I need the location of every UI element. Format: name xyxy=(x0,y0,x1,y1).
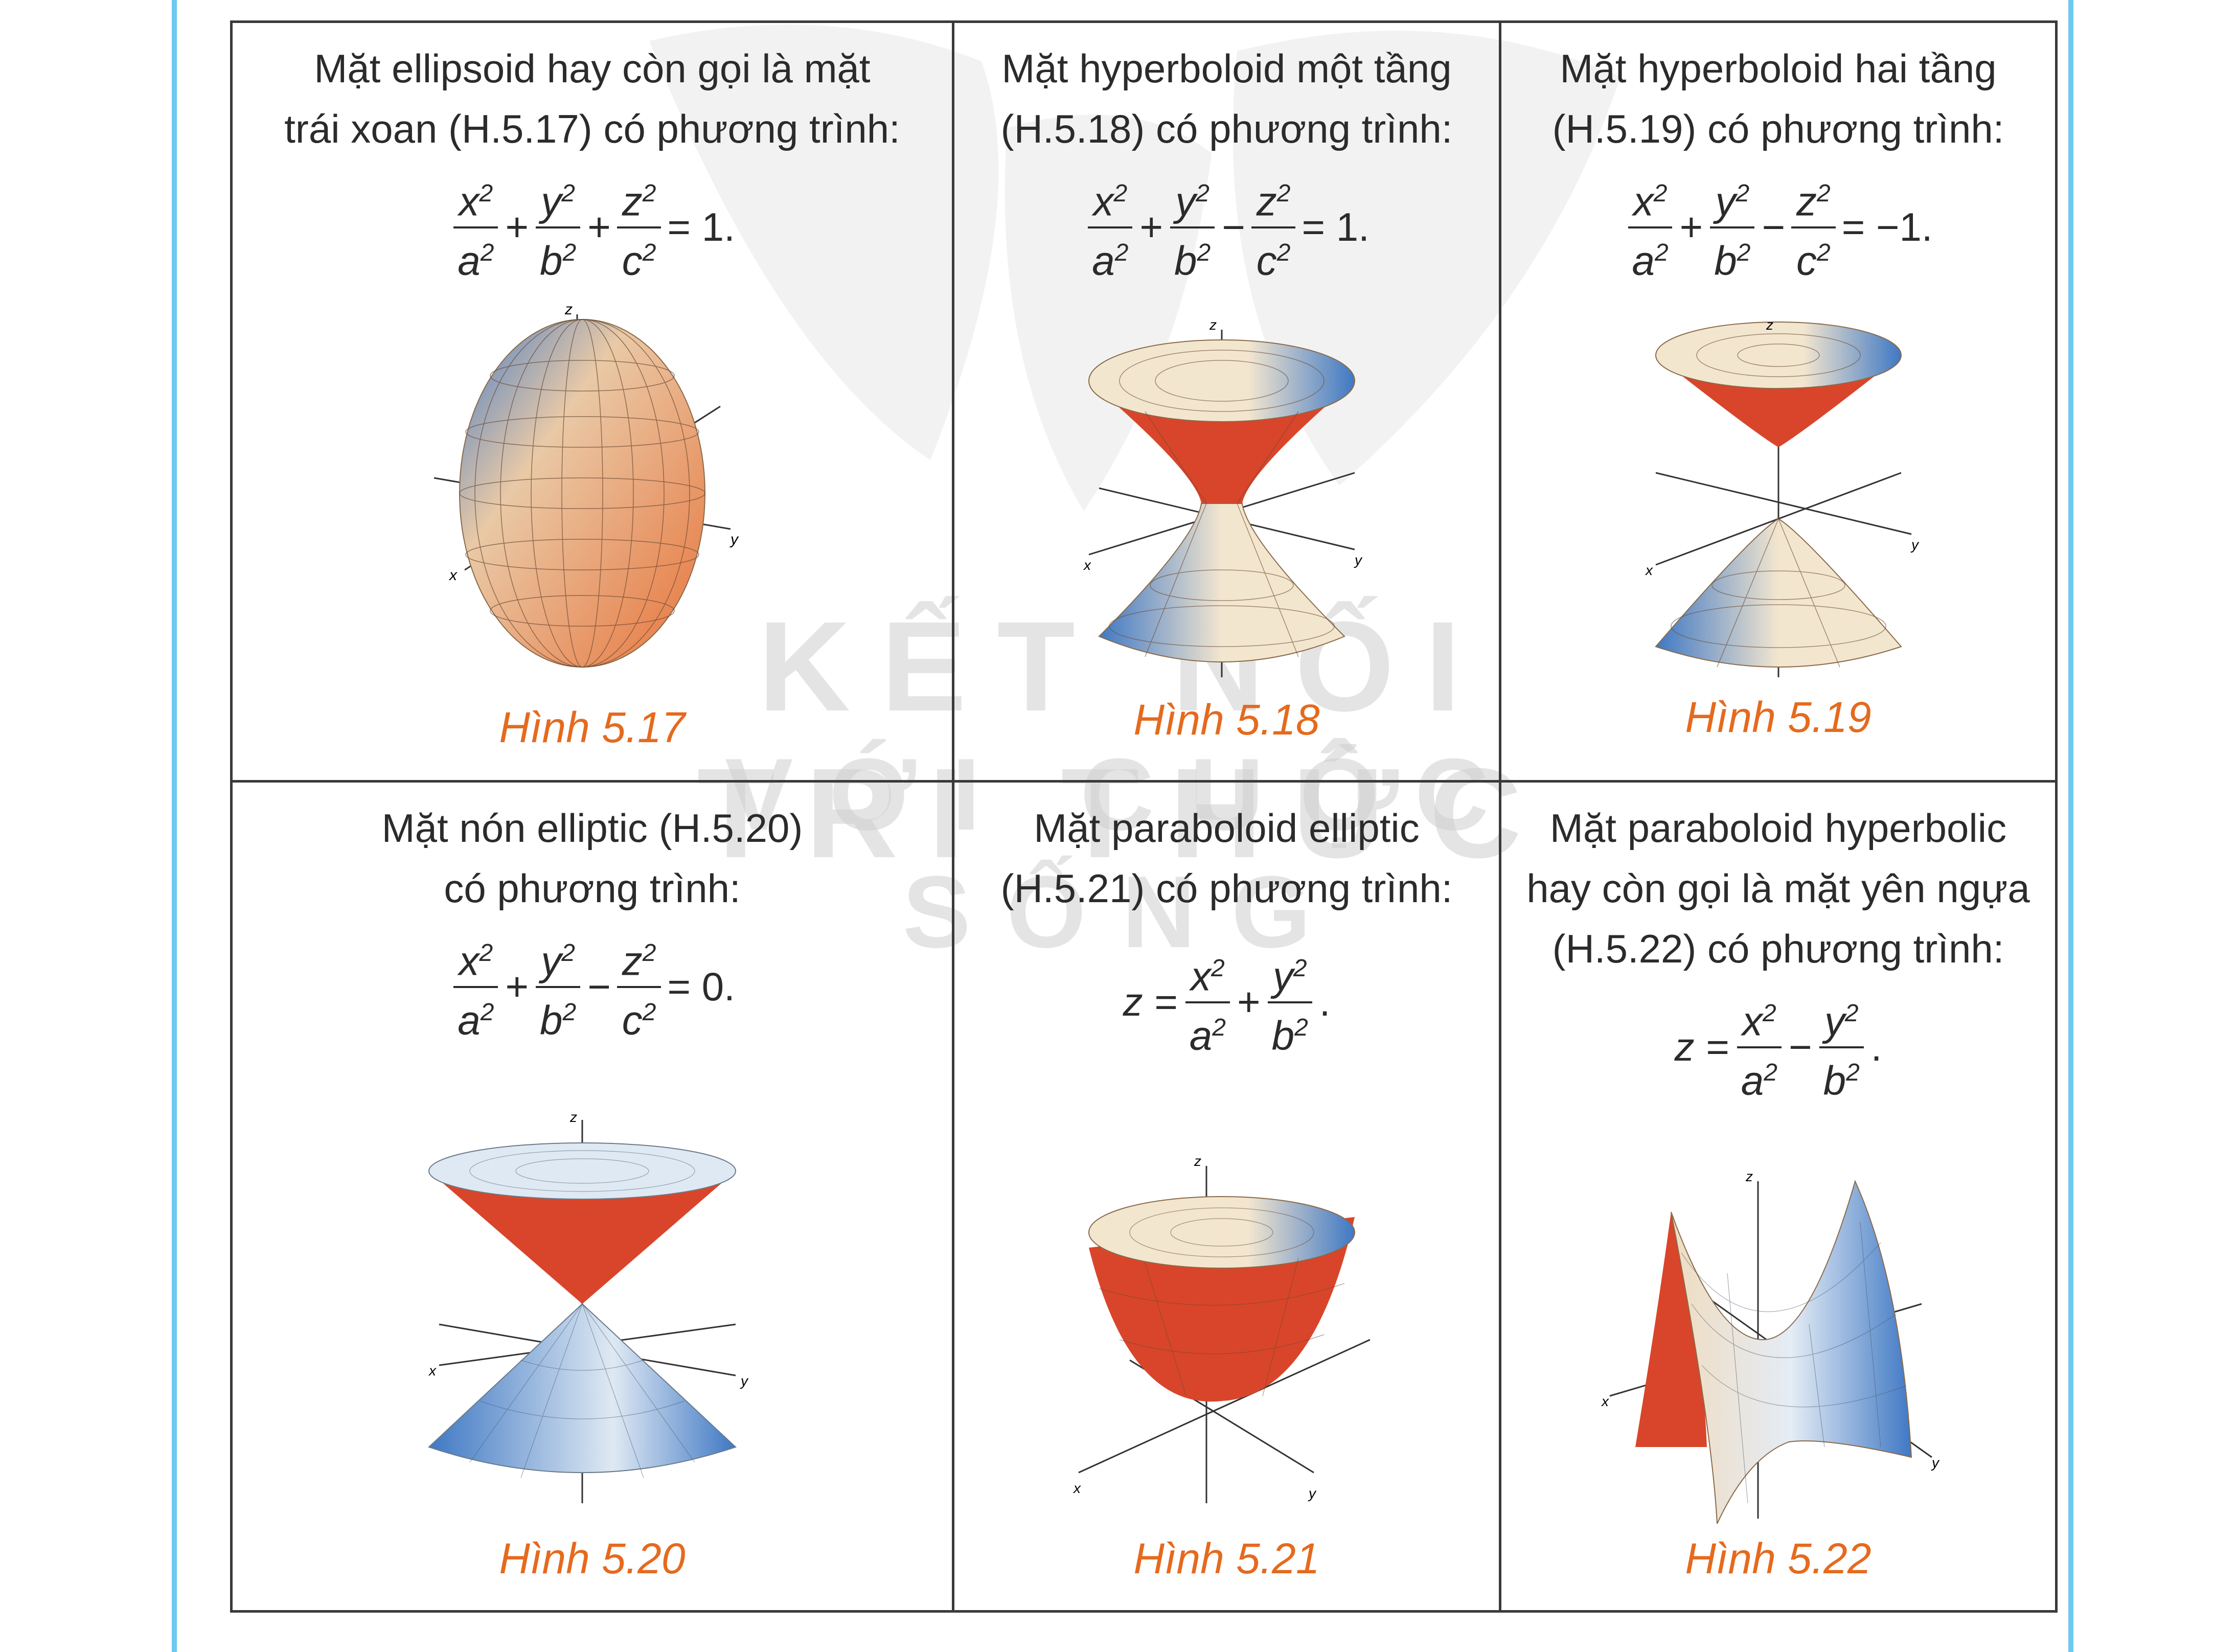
cell-description: Mặt paraboloid elliptic (H.5.21) có phươ… xyxy=(1000,806,1453,911)
x-axis-label: x xyxy=(448,567,458,584)
hyperboloid-one-sheet-figure: z x y xyxy=(1083,319,1363,677)
cell-hyperboloid-two-sheets: Mặt hyperboloid hai tầng (H.5.19) có phư… xyxy=(1501,23,2058,783)
cell-hyperboloid-one-sheet: Mặt hyperboloid một tầng (H.5.18) có phư… xyxy=(954,23,1501,783)
z-axis-label: z xyxy=(1745,1171,1753,1184)
equation: z = x2 a2 − y2 b2 . xyxy=(1501,989,2055,1105)
watermark-text-line2: VỚI CUỘC SỐNG xyxy=(724,738,1524,969)
z-axis-label: z xyxy=(564,301,573,318)
cell-description: Mặt nón elliptic (H.5.20) có phương trìn… xyxy=(381,806,803,911)
z-axis-label: z xyxy=(1194,1156,1201,1169)
y-axis-label: y xyxy=(1354,552,1363,568)
hyperboloid-two-sheets-figure: z x y xyxy=(1645,319,1920,677)
z-axis-label: z xyxy=(569,1110,577,1125)
cell-hyperbolic-paraboloid: Mặt paraboloid hyperbolic hay còn gọi là… xyxy=(1501,783,2058,1613)
x-axis-label: x xyxy=(1083,557,1091,573)
figure-caption: Hình 5.19 xyxy=(1685,693,1871,741)
y-axis-label: y xyxy=(729,531,739,548)
figure-caption: Hình 5.18 xyxy=(1133,696,1320,744)
x-axis-label: x xyxy=(428,1363,437,1379)
cell-ellipsoid: Mặt ellipsoid hay còn gọi là mặt trái xo… xyxy=(233,23,954,783)
watermark-text-line1: KẾT NỐI TRI THỨC xyxy=(697,595,1553,884)
hyperbolic-paraboloid-figure: z x y xyxy=(1601,1171,1940,1524)
ellipsoid-figure: z x y xyxy=(433,301,739,668)
frame-left-line xyxy=(172,0,177,1652)
x-axis-label: x xyxy=(1601,1393,1609,1409)
equation: x2 a2 + y2 b2 + z2 c2 = 1. xyxy=(233,169,952,285)
z-axis-label: z xyxy=(1766,319,1773,333)
figure-caption: Hình 5.21 xyxy=(1133,1534,1320,1582)
elliptic-paraboloid-figure: z x y xyxy=(1072,1156,1371,1503)
equation: x2 a2 + y2 b2 − z2 c2 = 0. xyxy=(233,929,952,1045)
cell-elliptic-cone: Mặt nón elliptic (H.5.20) có phương trìn… xyxy=(233,783,954,1613)
cell-description: Mặt hyperboloid một tầng (H.5.18) có phư… xyxy=(1000,46,1453,151)
frame-right-line xyxy=(2068,0,2073,1652)
z-axis-label: z xyxy=(1209,319,1217,333)
cell-description: Mặt hyperboloid hai tầng (H.5.19) có phư… xyxy=(1552,46,2004,151)
figure-caption: Hình 5.20 xyxy=(499,1534,686,1582)
y-axis-label: y xyxy=(1910,537,1920,553)
figure-caption: Hình 5.22 xyxy=(1685,1534,1871,1582)
cell-description: Mặt ellipsoid hay còn gọi là mặt trái xo… xyxy=(284,46,900,151)
cell-elliptic-paraboloid: Mặt paraboloid elliptic (H.5.21) có phươ… xyxy=(954,783,1501,1613)
elliptic-cone-figure: z x y xyxy=(428,1110,749,1503)
x-axis-label: x xyxy=(1072,1480,1081,1496)
equation: x2 a2 + y2 b2 − z2 c2 = −1. xyxy=(1501,169,2055,285)
x-axis-label: x xyxy=(1645,562,1653,578)
surfaces-table: Mặt ellipsoid hay còn gọi là mặt trái xo… xyxy=(230,20,2058,1613)
equation: z = x2 a2 + y2 b2 . xyxy=(954,944,1499,1060)
y-axis-label: y xyxy=(1931,1455,1940,1471)
y-axis-label: y xyxy=(1308,1485,1317,1501)
y-axis-label: y xyxy=(740,1373,749,1389)
cell-description: Mặt paraboloid hyperbolic hay còn gọi là… xyxy=(1526,806,2030,971)
equation: x2 a2 + y2 b2 − z2 c2 = 1. xyxy=(954,169,1499,285)
figure-caption: Hình 5.17 xyxy=(499,703,686,751)
